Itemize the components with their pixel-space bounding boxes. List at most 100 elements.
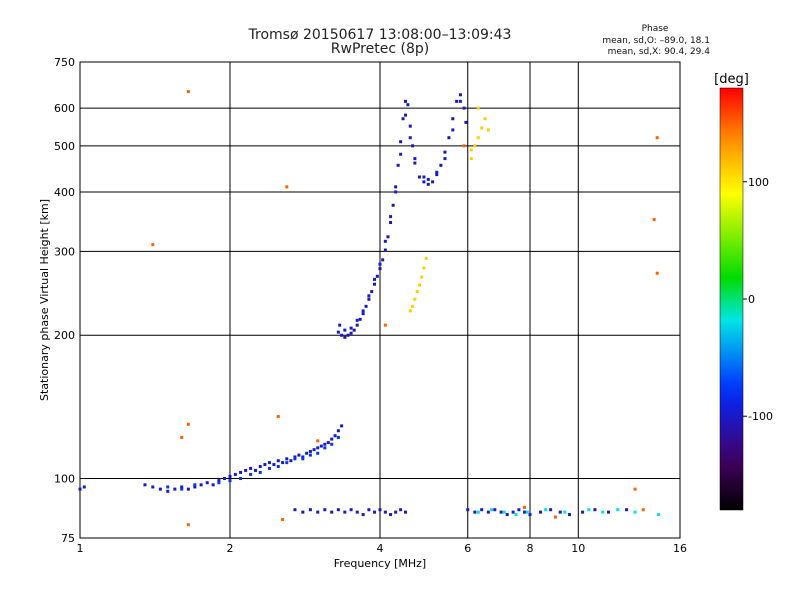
- data-point: [553, 515, 557, 519]
- data-point: [355, 510, 359, 514]
- data-point: [435, 170, 439, 174]
- data-point: [502, 510, 506, 514]
- data-point: [403, 510, 407, 514]
- data-point: [469, 148, 473, 152]
- data-point: [166, 489, 170, 493]
- data-point: [319, 444, 323, 448]
- data-point: [476, 106, 480, 110]
- data-point: [499, 510, 503, 514]
- data-point: [486, 510, 490, 514]
- data-point: [458, 99, 462, 103]
- data-point: [343, 510, 347, 514]
- colorbar-tick-label: -100: [748, 410, 773, 423]
- data-point: [267, 466, 271, 470]
- data-point: [301, 510, 305, 514]
- data-point: [396, 163, 400, 167]
- data-point: [316, 510, 320, 514]
- data-point: [285, 461, 289, 465]
- data-point: [517, 508, 521, 512]
- data-point: [383, 248, 387, 252]
- data-point: [180, 485, 184, 489]
- x-tick-label: 2: [227, 542, 234, 555]
- data-point: [336, 435, 340, 439]
- data-point: [293, 508, 297, 512]
- data-point: [186, 90, 190, 94]
- x-tick-label: 8: [527, 542, 534, 555]
- x-tick-label: 10: [571, 542, 585, 555]
- data-point: [511, 510, 515, 514]
- data-point: [539, 510, 543, 514]
- data-point: [426, 177, 430, 181]
- data-point: [281, 518, 285, 522]
- data-point: [505, 513, 509, 517]
- data-point: [316, 451, 320, 455]
- data-point: [657, 513, 661, 517]
- chart-title: Tromsø 20150617 13:08:00–13:09:43: [248, 27, 512, 43]
- data-point: [373, 282, 377, 286]
- data-point: [401, 117, 405, 121]
- data-point: [276, 414, 280, 418]
- data-point: [633, 510, 637, 514]
- data-point: [431, 180, 435, 184]
- data-point: [293, 455, 297, 459]
- data-point: [249, 466, 253, 470]
- data-point: [343, 335, 347, 339]
- data-point: [422, 266, 426, 270]
- x-tick-label: 6: [464, 542, 471, 555]
- colorbar-tick-label: 100: [748, 176, 769, 189]
- data-point: [493, 508, 497, 512]
- data-point: [375, 274, 379, 278]
- phase-info-line-o: mean, sd,O: –89.0, 18.1: [602, 36, 710, 46]
- data-point: [340, 333, 344, 337]
- data-point: [458, 93, 462, 97]
- data-point: [378, 262, 382, 266]
- data-point: [480, 508, 484, 512]
- data-point: [633, 487, 637, 491]
- x-axis-label: Frequency [MHz]: [334, 557, 426, 570]
- data-point: [394, 185, 398, 189]
- data-point: [424, 256, 428, 260]
- data-point: [378, 267, 382, 271]
- data-point: [272, 463, 276, 467]
- data-point: [308, 453, 312, 457]
- chart-subtitle: RwPretec (8p): [330, 41, 430, 57]
- data-point: [394, 510, 398, 514]
- data-point: [399, 140, 403, 144]
- data-point: [514, 513, 518, 517]
- data-point: [336, 429, 340, 433]
- data-point: [408, 136, 412, 140]
- data-point: [285, 185, 289, 189]
- data-point: [301, 455, 305, 459]
- data-point: [352, 328, 356, 332]
- data-point: [244, 468, 248, 472]
- data-point: [523, 510, 527, 514]
- data-point: [367, 297, 371, 301]
- data-point: [239, 477, 243, 481]
- data-point: [276, 464, 280, 468]
- data-point: [462, 144, 466, 148]
- data-point: [417, 175, 421, 179]
- data-point: [349, 326, 353, 330]
- data-point: [323, 508, 327, 512]
- data-point: [228, 479, 232, 483]
- y-tick-label: 75: [61, 532, 75, 545]
- data-point: [289, 459, 293, 463]
- data-point: [186, 487, 190, 491]
- data-point: [308, 449, 312, 453]
- data-point: [349, 508, 353, 512]
- data-point: [607, 510, 611, 514]
- data-point: [180, 435, 184, 439]
- data-point: [223, 477, 227, 481]
- data-point: [336, 330, 340, 334]
- data-point: [399, 508, 403, 512]
- data-point: [297, 453, 301, 457]
- data-point: [443, 150, 447, 154]
- data-point: [391, 203, 395, 207]
- data-point: [349, 331, 353, 335]
- data-point: [82, 485, 86, 489]
- data-point: [301, 457, 305, 461]
- data-point: [422, 175, 426, 179]
- data-point: [593, 508, 597, 512]
- data-point: [523, 505, 527, 509]
